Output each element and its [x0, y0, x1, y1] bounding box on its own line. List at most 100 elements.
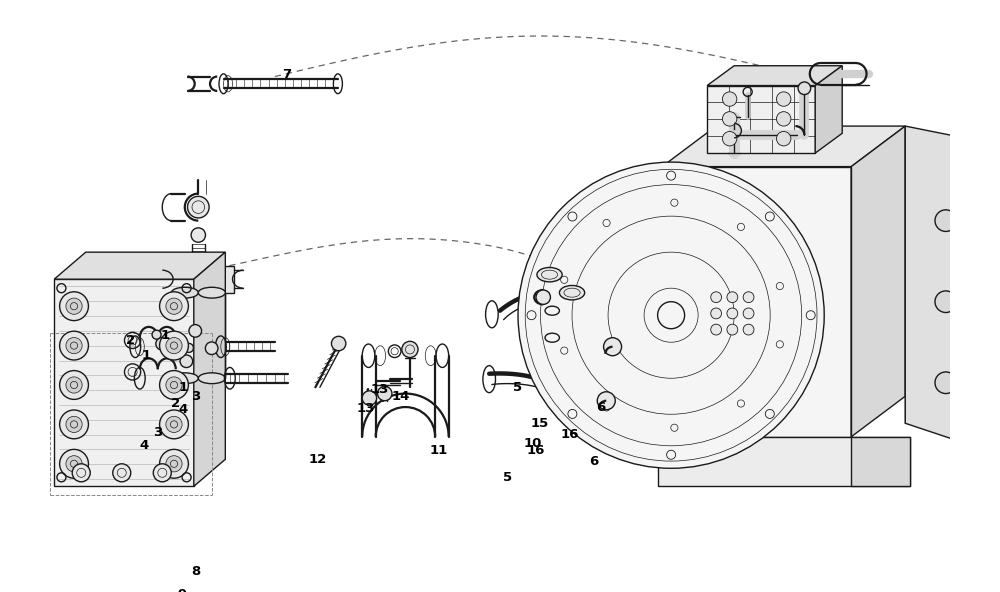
Text: 9: 9 [178, 588, 187, 592]
Text: 4: 4 [140, 439, 149, 452]
Text: 5: 5 [503, 471, 512, 484]
Circle shape [66, 416, 82, 433]
Polygon shape [905, 126, 973, 446]
Polygon shape [707, 66, 842, 86]
Circle shape [160, 371, 188, 400]
Circle shape [727, 292, 738, 303]
Circle shape [166, 377, 182, 393]
Circle shape [727, 308, 738, 319]
Circle shape [743, 292, 754, 303]
Ellipse shape [198, 373, 225, 384]
Text: 16: 16 [561, 427, 579, 440]
Circle shape [160, 331, 188, 360]
Text: 7: 7 [282, 68, 291, 81]
Polygon shape [662, 126, 905, 166]
Text: 2: 2 [126, 334, 135, 347]
Text: 3: 3 [153, 426, 162, 439]
Ellipse shape [171, 287, 198, 298]
Circle shape [60, 449, 88, 478]
Circle shape [60, 292, 88, 321]
Circle shape [184, 343, 193, 352]
Circle shape [60, 410, 88, 439]
Circle shape [189, 324, 202, 337]
Circle shape [518, 162, 824, 468]
Circle shape [180, 355, 193, 368]
Circle shape [72, 464, 90, 482]
Text: 6: 6 [596, 401, 605, 414]
Circle shape [66, 337, 82, 353]
Circle shape [935, 372, 957, 394]
Circle shape [711, 324, 722, 335]
Circle shape [743, 308, 754, 319]
Circle shape [776, 92, 791, 107]
Text: 13: 13 [357, 403, 375, 416]
Circle shape [166, 298, 182, 314]
Circle shape [711, 308, 722, 319]
Circle shape [727, 324, 738, 335]
Text: 3: 3 [191, 390, 200, 403]
Circle shape [166, 456, 182, 472]
Circle shape [362, 391, 377, 406]
Circle shape [166, 337, 182, 353]
Ellipse shape [559, 285, 585, 300]
Text: 5: 5 [513, 381, 523, 394]
Circle shape [722, 131, 737, 146]
Circle shape [66, 377, 82, 393]
Polygon shape [662, 166, 851, 437]
Polygon shape [851, 437, 910, 486]
Text: 11: 11 [430, 444, 448, 457]
Text: 10: 10 [523, 436, 542, 449]
Ellipse shape [537, 268, 562, 282]
Circle shape [60, 331, 88, 360]
Circle shape [160, 292, 188, 321]
Circle shape [331, 336, 346, 350]
Circle shape [536, 290, 550, 304]
Text: 1: 1 [142, 349, 151, 362]
Circle shape [743, 324, 754, 335]
Ellipse shape [171, 373, 198, 384]
Circle shape [153, 464, 171, 482]
Circle shape [798, 82, 811, 95]
Circle shape [60, 371, 88, 400]
Text: 6: 6 [589, 455, 598, 468]
Polygon shape [658, 437, 910, 486]
Polygon shape [851, 126, 905, 437]
Circle shape [156, 337, 168, 350]
Text: 12: 12 [309, 453, 327, 466]
Circle shape [776, 131, 791, 146]
Circle shape [66, 298, 82, 314]
Polygon shape [171, 266, 234, 292]
Circle shape [402, 342, 418, 358]
Circle shape [191, 228, 206, 242]
Circle shape [66, 456, 82, 472]
Text: 2: 2 [171, 397, 180, 410]
Text: 1: 1 [160, 329, 170, 342]
Polygon shape [815, 66, 842, 153]
Circle shape [160, 410, 188, 439]
Circle shape [935, 210, 957, 231]
Polygon shape [707, 86, 815, 153]
Ellipse shape [198, 287, 225, 298]
Circle shape [776, 112, 791, 126]
Circle shape [152, 330, 161, 339]
Circle shape [711, 292, 722, 303]
Circle shape [166, 416, 182, 433]
Text: 15: 15 [531, 417, 549, 430]
Text: 14: 14 [392, 390, 410, 403]
Polygon shape [54, 279, 194, 486]
Text: 1: 1 [178, 381, 188, 394]
Polygon shape [171, 292, 198, 378]
Text: 13: 13 [370, 382, 389, 395]
Circle shape [935, 291, 957, 313]
Circle shape [378, 387, 392, 401]
Text: 4: 4 [178, 403, 188, 416]
Polygon shape [54, 252, 225, 279]
Circle shape [604, 337, 622, 356]
Circle shape [722, 112, 737, 126]
Polygon shape [194, 252, 225, 486]
Circle shape [597, 392, 615, 410]
Text: 8: 8 [191, 565, 200, 578]
Circle shape [188, 197, 209, 218]
Circle shape [722, 92, 737, 107]
Circle shape [113, 464, 131, 482]
